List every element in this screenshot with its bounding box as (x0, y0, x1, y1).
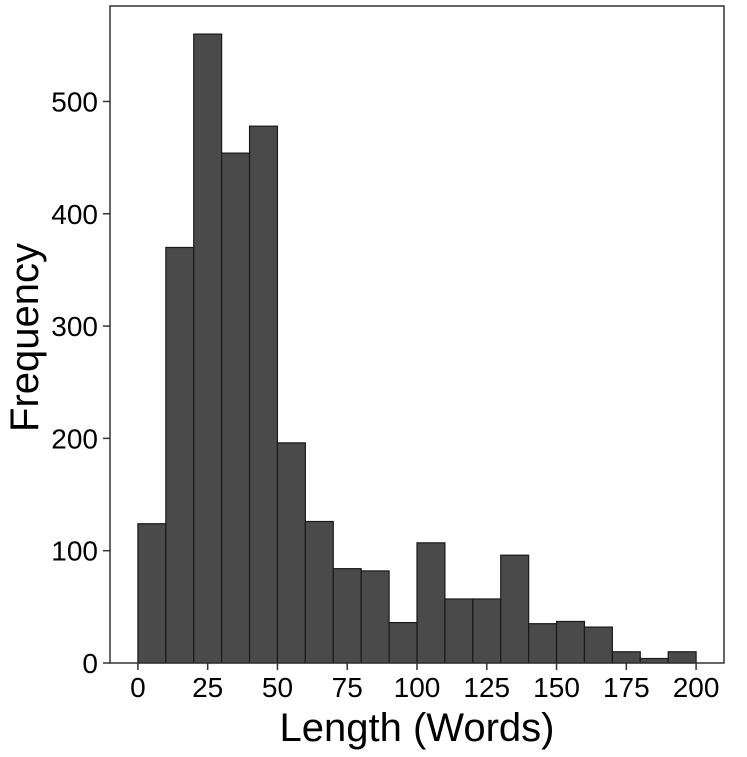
histogram-bar (444, 598, 474, 664)
bars-layer (137, 33, 697, 664)
x-tick-label: 50 (262, 672, 293, 703)
y-axis-title: Frequency (3, 243, 47, 432)
histogram-bar (388, 621, 418, 664)
y-tick-label: 200 (51, 423, 98, 454)
histogram-bar (276, 442, 306, 664)
histogram-bar (221, 152, 251, 664)
histogram-bar (583, 626, 613, 664)
x-tick-label: 0 (130, 672, 146, 703)
x-axis-title: Length (Words) (280, 706, 555, 750)
histogram-bar (416, 542, 446, 664)
x-tick-label: 175 (603, 672, 650, 703)
histogram-bar (528, 623, 558, 664)
histogram-bar (611, 651, 641, 664)
histogram-bar (555, 620, 586, 664)
y-tick-label: 500 (51, 86, 98, 117)
histogram-bar (137, 523, 167, 664)
histogram-bar (304, 520, 334, 664)
y-tick-label: 400 (51, 199, 98, 230)
histogram-bar (472, 598, 502, 664)
x-tick-label: 75 (332, 672, 363, 703)
x-tick-label: 125 (463, 672, 510, 703)
histogram-bar (165, 246, 195, 664)
x-axis: 0 25 50 75 100 125 150 175 200 (130, 663, 719, 703)
x-tick-label: 150 (533, 672, 580, 703)
y-tick-label: 0 (82, 648, 98, 679)
y-tick-label: 100 (51, 536, 98, 567)
x-tick-label: 100 (394, 672, 441, 703)
x-tick-label: 25 (192, 672, 223, 703)
x-tick-label: 200 (673, 672, 720, 703)
histogram-bar (360, 570, 390, 664)
y-tick-label: 300 (51, 311, 98, 342)
histogram-bar (248, 125, 279, 664)
histogram-bar (667, 651, 697, 664)
y-axis: 0 100 200 300 400 500 (51, 86, 110, 679)
histogram-bar (332, 568, 362, 664)
histogram-bar (193, 33, 223, 664)
histogram-bar (500, 554, 530, 664)
